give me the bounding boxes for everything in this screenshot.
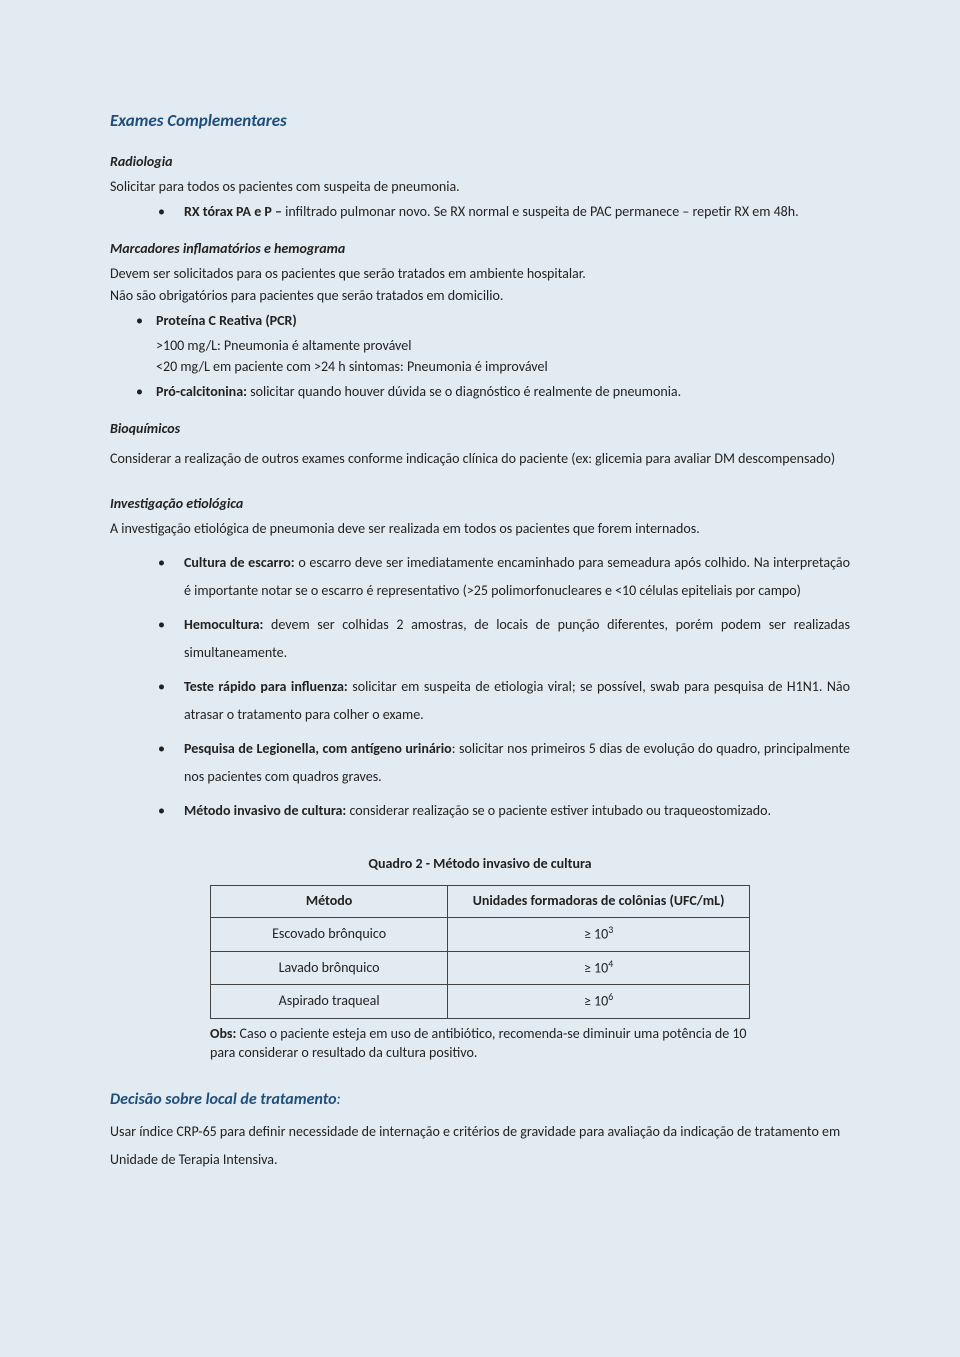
- sup: 4: [608, 958, 613, 970]
- table-header: Unidades formadoras de colônias (UFC/mL): [448, 886, 750, 918]
- bold-text: Proteína C Reativa (PCR): [156, 312, 297, 329]
- list-item: Proteína C Reativa (PCR): [156, 312, 850, 331]
- sup: 3: [608, 924, 613, 936]
- text: infiltrado pulmonar novo. Se RX normal e…: [285, 203, 799, 220]
- marcadores-line2: Não são obrigatórios para pacientes que …: [110, 287, 850, 306]
- bioq-text: Considerar a realização de outros exames…: [110, 445, 850, 473]
- bold-text: Obs:: [210, 1025, 236, 1042]
- text: solicitar quando houver dúvida se o diag…: [247, 383, 681, 400]
- section-title-exames: Exames Complementares: [110, 110, 850, 133]
- sup: 6: [608, 991, 613, 1003]
- table-row: Lavado brônquico ≥ 104: [211, 951, 750, 985]
- text: ≥ 10: [584, 960, 608, 977]
- table-caption: Quadro 2 - Método invasivo de cultura: [110, 855, 850, 874]
- radiologia-intro: Solicitar para todos os pacientes com su…: [110, 178, 850, 197]
- table-cell: Lavado brônquico: [211, 951, 448, 985]
- marcadores-list2: Pró-calcitonina: solicitar quando houver…: [110, 383, 850, 402]
- list-item: Método invasivo de cultura: considerar r…: [184, 797, 850, 825]
- heading-marcadores: Marcadores inflamatórios e hemograma: [110, 240, 850, 259]
- bold-text: Pesquisa de Legionella, com antígeno uri…: [184, 740, 452, 757]
- table-cell: ≥ 106: [448, 985, 750, 1019]
- heading-bioquimicos: Bioquímicos: [110, 420, 850, 439]
- bold-text: Teste rápido para influenza:: [184, 678, 348, 695]
- text: Caso o paciente esteja em uso de antibió…: [210, 1025, 747, 1061]
- table-obs: Obs: Caso o paciente esteja em uso de an…: [210, 1025, 750, 1063]
- section-title-decisao: Decisão sobre local de tratamento:: [110, 1089, 850, 1111]
- text: ≥ 10: [584, 993, 608, 1010]
- table-cell: Escovado brônquico: [211, 918, 448, 952]
- marcadores-line1: Devem ser solicitados para os pacientes …: [110, 265, 850, 284]
- metodo-table: Método Unidades formadoras de colônias (…: [210, 885, 750, 1019]
- heading-etiologica: Investigação etiológica: [110, 495, 850, 514]
- etio-intro: A investigação etiológica de pneumonia d…: [110, 520, 850, 539]
- bold-text: Pró-calcitonina:: [156, 383, 247, 400]
- table-header-row: Método Unidades formadoras de colônias (…: [211, 886, 750, 918]
- list-item: Pró-calcitonina: solicitar quando houver…: [156, 383, 850, 402]
- table-row: Aspirado traqueal ≥ 106: [211, 985, 750, 1019]
- table-row: Escovado brônquico ≥ 103: [211, 918, 750, 952]
- table-cell: ≥ 103: [448, 918, 750, 952]
- bold-text: Método invasivo de cultura:: [184, 802, 346, 819]
- text: ≥ 10: [584, 926, 608, 943]
- list-item: Cultura de escarro: o escarro deve ser i…: [184, 549, 850, 605]
- bold-text: Hemocultura:: [184, 616, 263, 633]
- table-cell: Aspirado traqueal: [211, 985, 448, 1019]
- list-item: RX tórax PA e P – infiltrado pulmonar no…: [184, 203, 850, 222]
- decisao-text: Usar índice CRP-65 para definir necessid…: [110, 1118, 850, 1174]
- table-cell: ≥ 104: [448, 951, 750, 985]
- pcr-sub2: <20 mg/L em paciente com >24 h sintomas:…: [110, 358, 850, 377]
- etio-list: Cultura de escarro: o escarro deve ser i…: [110, 549, 850, 825]
- heading-text: Decisão sobre local de tratamento: [110, 1090, 337, 1109]
- list-item: Teste rápido para influenza: solicitar e…: [184, 673, 850, 729]
- table-header: Método: [211, 886, 448, 918]
- radiologia-list: RX tórax PA e P – infiltrado pulmonar no…: [110, 203, 850, 222]
- heading-radiologia: Radiologia: [110, 153, 850, 172]
- list-item: Pesquisa de Legionella, com antígeno uri…: [184, 735, 850, 791]
- text: considerar realização se o paciente esti…: [346, 802, 771, 819]
- bold-text: RX tórax PA e P –: [184, 203, 285, 220]
- bold-text: Cultura de escarro:: [184, 554, 295, 571]
- text: devem ser colhidas 2 amostras, de locais…: [184, 616, 850, 661]
- pcr-sub1: >100 mg/L: Pneumonia é altamente prováve…: [110, 337, 850, 356]
- colon: :: [337, 1090, 341, 1109]
- marcadores-list: Proteína C Reativa (PCR): [110, 312, 850, 331]
- list-item: Hemocultura: devem ser colhidas 2 amostr…: [184, 611, 850, 667]
